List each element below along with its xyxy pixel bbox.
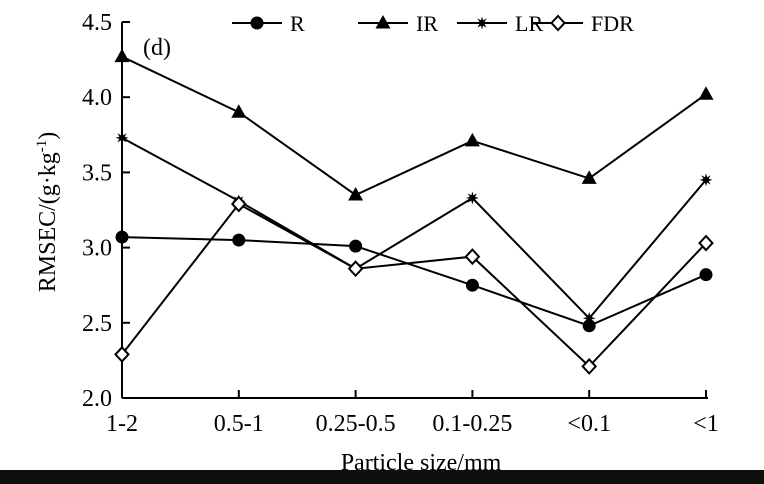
data-point-ir — [348, 186, 364, 201]
series-r — [115, 230, 713, 333]
series-ir — [114, 48, 714, 201]
legend-marker-ir — [375, 15, 391, 29]
x-tick-label: <1 — [693, 411, 719, 437]
legend-item-r: R — [232, 11, 305, 36]
axes — [121, 22, 708, 399]
legend-item-ir: IR — [358, 11, 438, 36]
legend: R IR LR FDR — [232, 11, 634, 36]
data-point-ir — [231, 104, 247, 118]
data-point-fdr — [698, 234, 714, 252]
y-tick-label: 3.0 — [82, 236, 112, 262]
series-layer — [114, 48, 714, 375]
data-point-lr — [115, 131, 129, 145]
series-lr — [115, 131, 713, 325]
data-point-r — [465, 278, 479, 292]
panel-label: (d) — [143, 35, 171, 61]
data-point-fdr — [230, 195, 247, 213]
legend-label: IR — [416, 11, 438, 36]
data-point-fdr — [464, 248, 481, 266]
bottom-border — [0, 470, 764, 484]
y-tick-label: 4.0 — [82, 85, 112, 111]
y-tick-label: 2.5 — [82, 311, 112, 337]
series-line-fdr — [121, 202, 707, 368]
data-point-r — [232, 233, 246, 247]
data-point-ir — [464, 132, 480, 147]
data-point-lr — [465, 191, 479, 205]
data-point-fdr — [581, 357, 598, 375]
data-point-r — [115, 230, 129, 244]
legend-marker-r — [250, 16, 264, 30]
legend-label: FDR — [591, 11, 634, 36]
data-point-fdr — [114, 345, 130, 363]
legend-item-lr: LR — [457, 11, 543, 36]
x-tick-label: 0.25-0.5 — [316, 411, 396, 437]
series-line-lr — [121, 136, 707, 320]
data-point-ir — [114, 48, 130, 63]
series-line-ir — [121, 55, 707, 197]
data-point-lr — [582, 311, 596, 325]
y-tick-label: 4.5 — [82, 10, 112, 36]
x-tick-label: 0.1-0.25 — [432, 411, 512, 437]
y-axis-label-main: RMSEC/(g·kg — [35, 152, 61, 292]
data-point-fdr — [347, 260, 364, 278]
data-point-r — [349, 239, 363, 253]
data-point-lr — [699, 173, 713, 187]
y-axis-label: RMSEC/(g·kg-1) — [34, 132, 61, 293]
legend-marker-lr — [475, 16, 489, 30]
y-axis-label-sup: -1 — [34, 140, 50, 153]
data-point-r — [699, 268, 713, 282]
x-tick-label: 0.5-1 — [214, 411, 264, 437]
legend-item-fdr: FDR — [533, 11, 634, 36]
series-fdr — [114, 195, 714, 375]
y-tick-label: 2.0 — [82, 386, 112, 412]
series-line-r — [121, 236, 707, 327]
x-tick-label: <0.1 — [567, 411, 611, 437]
legend-label: R — [290, 11, 305, 36]
ticks: 2.0 2.5 3.0 3.5 4.0 4.5 1-2 0.5-1 0.25-0.5 0.1-0.… — [82, 10, 719, 437]
y-tick-label: 3.5 — [82, 160, 112, 186]
x-tick-label: 1-2 — [106, 411, 138, 437]
data-point-ir — [698, 86, 714, 100]
legend-marker-fdr — [550, 14, 566, 32]
data-point-r — [582, 319, 596, 333]
data-point-ir — [581, 170, 597, 184]
y-axis-label-close: ) — [35, 132, 61, 140]
